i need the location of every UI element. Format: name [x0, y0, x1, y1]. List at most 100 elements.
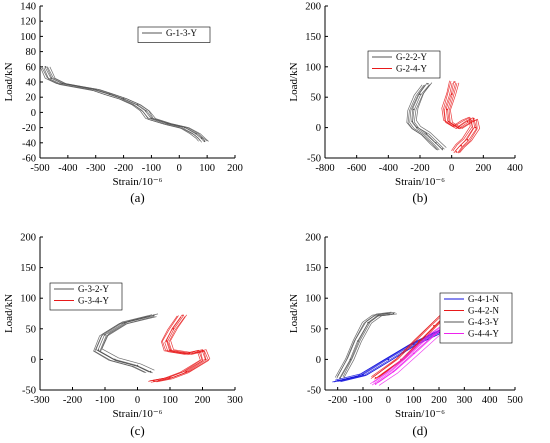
data-point: [374, 383, 377, 385]
data-point: [167, 123, 169, 125]
x-tick-label: 100: [406, 395, 422, 406]
x-tick-label: -200: [63, 395, 82, 406]
series-line: [411, 82, 442, 149]
series-line: [43, 67, 202, 143]
data-point: [357, 340, 359, 342]
series-G-2-2-Y: [406, 82, 447, 151]
legend-box: [137, 26, 211, 43]
x-tick-label: -600: [347, 163, 366, 174]
data-point: [44, 66, 47, 68]
data-point: [339, 377, 342, 379]
data-point: [419, 93, 421, 95]
x-tick-label: -400: [379, 163, 398, 174]
data-point: [454, 81, 456, 83]
y-tick-label: 150: [305, 32, 321, 43]
y-tick-label: 150: [305, 263, 321, 274]
series-line: [99, 316, 155, 374]
chart-panel-4: -200 -100 0 100 200 300 400 500 -50 0 50 100 150 200 S…: [288, 233, 523, 439]
x-axis-title: Strain/10⁻⁶: [113, 408, 163, 420]
y-tick-label: 40: [26, 78, 37, 89]
series-line: [49, 66, 209, 142]
data-point: [136, 364, 139, 367]
y-axis-title: Load/kN: [3, 294, 15, 333]
data-point: [169, 349, 171, 352]
legend-label: G-1-3-Y: [166, 28, 197, 38]
series-line: [409, 84, 440, 151]
x-tick-label: 100: [162, 395, 178, 406]
x-tick-label: 0: [386, 395, 391, 406]
data-point: [392, 312, 395, 315]
x-tick-label: 200: [431, 395, 447, 406]
y-tick-label: 0: [316, 355, 321, 366]
series-line: [152, 314, 206, 381]
x-axis-title: Strain/10⁻⁶: [395, 176, 445, 188]
data-point: [417, 340, 420, 342]
data-point: [182, 314, 184, 317]
legend-label: G-2-4-Y: [396, 64, 427, 74]
data-point: [97, 349, 100, 352]
y-tick-label: 200: [305, 233, 321, 244]
x-tick-label: 400: [507, 163, 523, 174]
data-point: [412, 108, 415, 111]
chart-panel-1: -500 -400 -300 -200 -100 0 100 200-60-40-200204…: [3, 2, 243, 206]
y-tick-label: 120: [20, 17, 36, 28]
data-point: [374, 377, 377, 379]
data-point: [50, 77, 52, 79]
data-point: [200, 137, 203, 139]
data-point: [201, 349, 204, 352]
data-point: [450, 93, 453, 95]
y-axis-title: Load/kN: [288, 294, 300, 333]
y-tick-label: 50: [26, 324, 37, 335]
series-line: [343, 313, 397, 379]
y-tick-label: -50: [307, 386, 321, 397]
data-point: [150, 117, 153, 120]
x-tick-label: 0: [449, 163, 454, 174]
data-point: [169, 377, 171, 379]
data-point: [349, 358, 352, 361]
y-tick-label: 0: [316, 123, 321, 134]
data-point: [172, 328, 175, 330]
series-line: [441, 80, 471, 151]
y-tick-label: 20: [26, 93, 37, 104]
series-line: [40, 66, 201, 142]
data-point: [433, 334, 435, 336]
y-tick-label: 100: [20, 32, 36, 43]
data-point: [203, 140, 206, 143]
data-point: [460, 145, 463, 147]
chart-panel-2: -800 -600 -400 -200 0 200 400 -50 0 50 100 150 200 St…: [288, 2, 523, 206]
y-tick-label: 60: [26, 62, 37, 73]
series-line: [149, 315, 203, 382]
data-point: [188, 352, 191, 355]
x-tick-label: 200: [475, 163, 491, 174]
legend: G-1-3-Y: [137, 26, 211, 43]
y-tick-label: 100: [20, 294, 36, 305]
x-tick-label: 0: [135, 395, 140, 406]
data-point: [427, 83, 429, 85]
data-point: [114, 358, 116, 361]
legend-label: G-4-4-Y: [468, 329, 499, 339]
y-tick-label: -50: [22, 386, 36, 397]
series-line: [39, 66, 199, 142]
series-line: [406, 84, 438, 151]
x-tick-label: 500: [507, 395, 523, 406]
y-tick-label: 0: [31, 108, 36, 119]
x-axis-title: Strain/10⁻⁶: [395, 408, 445, 420]
y-tick-label: -50: [307, 154, 321, 165]
series-line: [150, 316, 204, 383]
x-tick-label: 400: [482, 395, 498, 406]
legend: G-4-1-N G-4-2-NG-4-3-Y G-4-4-Y: [439, 292, 513, 344]
y-tick-label: -40: [22, 138, 36, 149]
x-tick-label: 200: [227, 163, 243, 174]
x-axis-title: Strain/10⁻⁶: [113, 176, 163, 188]
series-line: [415, 82, 447, 148]
data-point: [466, 120, 469, 123]
data-point: [145, 110, 147, 112]
data-point: [205, 358, 207, 361]
x-tick-label: -800: [315, 163, 334, 174]
data-point: [166, 340, 168, 342]
series-line: [100, 316, 157, 374]
series-G-1-3-Y: [39, 66, 209, 143]
data-point: [94, 88, 97, 91]
data-point: [153, 314, 155, 317]
